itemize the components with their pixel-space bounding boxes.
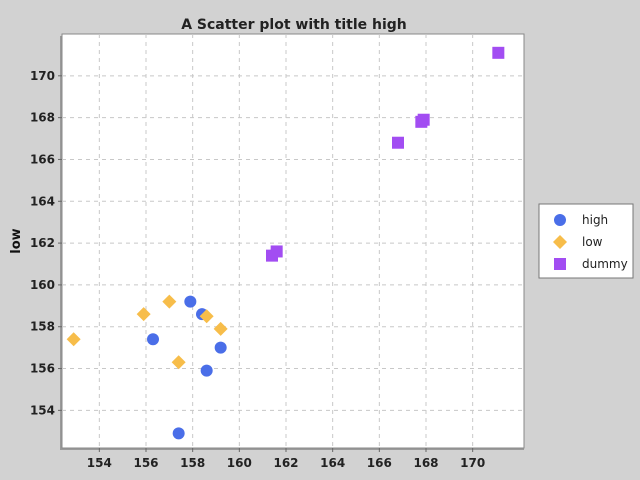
- y-tick-label: 168: [30, 111, 55, 125]
- dummy-point: [415, 115, 428, 128]
- x-tick-label: 168: [413, 456, 438, 470]
- low-point: [136, 307, 151, 322]
- y-tick-label: 162: [30, 236, 55, 250]
- y-tick-label: 156: [30, 362, 55, 376]
- x-tick-label: 170: [460, 456, 485, 470]
- y-tick-label: 164: [30, 194, 55, 208]
- x-tick-label: 164: [320, 456, 345, 470]
- dummy-point: [492, 46, 505, 59]
- dummy-point: [392, 136, 404, 149]
- grid-lines: [62, 34, 524, 448]
- legend-marker-dummy: [554, 258, 566, 270]
- high-point: [184, 295, 197, 308]
- plot-area: [61, 33, 525, 449]
- legend-marker-low: [553, 235, 567, 249]
- x-tick-label: 166: [367, 456, 392, 470]
- y-tick-label: 170: [30, 69, 55, 83]
- x-tick-label: 154: [87, 456, 112, 470]
- high-point: [147, 333, 159, 346]
- low-point: [171, 355, 186, 370]
- high-point: [200, 364, 213, 377]
- y-tick-label: 154: [30, 403, 55, 417]
- x-tick-label: 160: [227, 456, 252, 470]
- dummy-point: [266, 249, 278, 262]
- low-point: [162, 294, 177, 309]
- low-point: [213, 321, 228, 336]
- legend-marker-high: [554, 214, 566, 226]
- x-tick-label: 156: [133, 456, 158, 470]
- low-point: [199, 309, 214, 324]
- legend-label-dummy: dummy: [582, 257, 628, 271]
- y-tick-label: 160: [30, 278, 55, 292]
- data-points: [66, 46, 505, 440]
- legend-label-high: high: [582, 213, 608, 227]
- x-tick-label: 158: [180, 456, 205, 470]
- x-tick-label: 162: [273, 456, 298, 470]
- y-tick-label: 158: [30, 320, 55, 334]
- y-tick-label: 166: [30, 152, 55, 166]
- y-axis-ticks: 154 156 158 160 162 164 166 168 170: [30, 69, 62, 417]
- y-axis-label: low: [9, 228, 24, 253]
- legend: high low dummy: [538, 203, 634, 279]
- low-point: [66, 332, 81, 347]
- chart-title: A Scatter plot with title high: [181, 17, 407, 33]
- x-axis-ticks: 154 156 158 160 162 164 166 168 170: [87, 448, 485, 470]
- legend-label-low: low: [582, 235, 603, 249]
- high-point: [214, 341, 227, 354]
- high-point: [172, 427, 185, 440]
